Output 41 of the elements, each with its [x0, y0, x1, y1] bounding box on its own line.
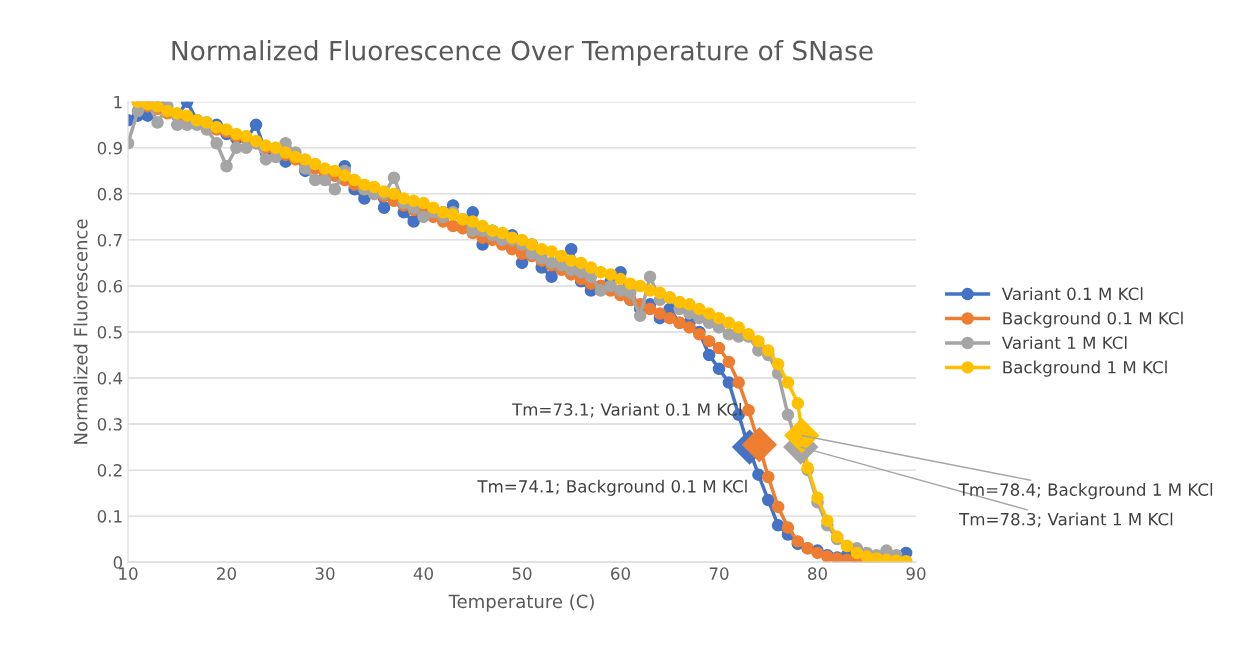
point — [702, 348, 716, 362]
x-axis-title: Temperature (C) — [448, 594, 594, 612]
y-tick-label: 0.5 — [97, 325, 122, 339]
legend-label: Variant 1 M KCl — [1001, 336, 1127, 350]
x-tick-label: 90 — [906, 567, 926, 580]
x-tick-label: 40 — [413, 567, 433, 580]
point — [784, 418, 820, 453]
y-tick-label: 0.8 — [97, 187, 122, 201]
point — [377, 201, 391, 214]
annotation: Tm=74.1; Background 0.1 M KCl — [477, 479, 747, 496]
point — [407, 215, 420, 228]
y-tick-label: 0.2 — [97, 464, 122, 477]
legend-label: Variant 0.1 M KCl — [1001, 287, 1143, 301]
legend-label: Background 1 M KCl — [1003, 360, 1167, 377]
chart-title: Normalized Fluorescence Over Temperature of SNase — [172, 40, 873, 66]
x-tick-label: 30 — [315, 567, 335, 580]
y-tick-label: 0.3 — [97, 418, 122, 431]
x-tick-label: 60 — [611, 567, 630, 580]
point — [564, 242, 578, 256]
annotation: Tm=78.4; Background 1 M KCl — [958, 483, 1213, 500]
x-tick-label: 70 — [709, 567, 729, 580]
point — [249, 118, 263, 132]
y-tick-label: 0.1 — [97, 510, 122, 523]
point — [741, 427, 777, 463]
y-tick-label: 0.4 — [97, 371, 123, 385]
x-tick-label: 50 — [512, 567, 532, 580]
y-tick-label: 0.7 — [97, 233, 122, 247]
point — [752, 468, 765, 481]
legend-label: Background 0.1 M KCl — [1003, 311, 1183, 328]
y-tick-label: 1 — [114, 96, 122, 109]
annotation: Tm=78.3; Variant 1 M KCl — [959, 512, 1173, 528]
y-tick-label: 0 — [113, 556, 123, 569]
y-tick-label: 0.9 — [97, 141, 122, 155]
x-tick-label: 10 — [119, 567, 138, 580]
point — [545, 270, 558, 284]
point — [761, 493, 775, 507]
point — [712, 362, 726, 376]
y-tick-label: 0.6 — [97, 279, 123, 293]
x-tick-label: 20 — [217, 567, 236, 580]
x-tick-label: 80 — [808, 567, 827, 580]
y-axis-title: Normalized Fluorescence — [73, 219, 88, 444]
